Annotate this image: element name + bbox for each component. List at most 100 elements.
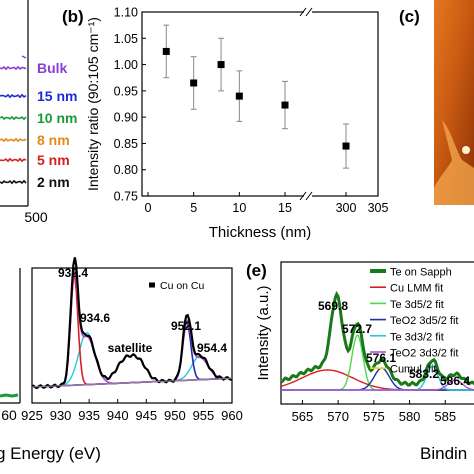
x-tick-label: 570 [327,409,349,424]
panel-d-curves [31,257,233,390]
panel-a-label: 5 nm [37,152,70,168]
panel-b-label: (b) [62,7,84,26]
panel-e-ylabel: Intensity (a.u.) [255,285,272,380]
data-point [281,101,289,109]
background-line [31,377,232,388]
x-tick-label: 930 [50,408,72,423]
peak-label-satellite: satellite [108,341,153,355]
panel-b-axes: 0.75 0.80 0.85 0.90 0.95 1.00 1.05 1.10 0 5 10 15 30… [114,6,389,216]
panel-a-spectrum [0,93,27,99]
x-tick-label: 580 [399,409,421,424]
x-tick-label: 575 [363,409,385,424]
panel-d-left-tick: 60 [1,407,17,423]
panel-a-x-tick: 500 [24,209,48,225]
peak-label-952-1: 952.1 [171,319,201,333]
panel-a-spectrum [0,65,27,71]
panel-a-label: Bulk [37,60,68,76]
panel-a-label: 2 nm [37,174,70,190]
legend-label: TeO2 3d5/2 fit [390,315,459,327]
y-tick-label: 0.90 [114,111,138,125]
axis-break-mark [299,7,307,17]
fit-curve [31,274,232,388]
peak-label-569-8: 569.8 [318,299,348,313]
afm-particle [462,146,470,154]
data-point [217,61,225,69]
panel-b-xlabel: Thickness (nm) [209,224,312,241]
panel-d-xlabel: g Energy (eV) [0,444,101,463]
axis-break-mark [305,7,313,17]
panel-d-left-curve-fragment [0,393,19,398]
panel-d-plot-frame [31,267,233,404]
legend-label: Te 3d5/2 fit [390,299,444,311]
panel-b: (b) 0.75 0.80 0.85 0.90 0.95 1.00 1.05 1.10 0 5 10… [62,6,388,242]
y-tick-label: 1.05 [114,32,138,46]
panel-a-spectrum [0,115,27,121]
axis-break-mark [299,191,307,201]
legend-label: Cu LMM fit [390,283,443,295]
panel-e-label: (e) [246,261,267,280]
axis-break-mark [305,191,313,201]
x-tick-label: 945 [135,408,157,423]
panel-a-mark [21,55,27,59]
panel-e-xlabel: Bindin [420,444,467,463]
x-tick-label: 15 [278,201,292,215]
panel-e-plot-frame [280,261,474,405]
data-point [342,142,350,150]
peak-label-583-2: 583.2 [409,367,439,381]
panel-d-axes: 925 930 935 940 945 950 955 960 [21,399,243,423]
panel-e-axes: 565 570 575 580 585 [292,400,456,424]
panel-d-legend-label: Cu on Cu [160,280,205,292]
legend-label: Te on Sapph [390,267,452,279]
peak-label-572-7: 572.7 [342,322,372,336]
legend-label: TeO2 3d3/2 fit [390,348,459,360]
panel-a: 500 Bulk 15 nm 10 nm 8 nm 5 nm 2 nm [0,0,77,225]
peak-label-934-6: 934.6 [80,311,110,325]
x-tick-label: 300 [336,201,357,215]
panel-d: 60 925 930 935 940 945 950 955 960 Cu on Cu 932… [0,257,243,463]
x-tick-label: 5 [190,201,197,215]
y-tick-label: 0.85 [114,137,138,151]
y-tick-label: 1.00 [114,58,138,72]
panel-a-label: 8 nm [37,132,70,148]
x-tick-label: 940 [107,408,129,423]
panel-e-legend: Te on Sapph Cu LMM fit Te 3d5/2 fit TeO2 3d… [370,267,459,376]
y-tick-label: 1.10 [114,6,138,20]
x-tick-label: 935 [78,408,100,423]
x-tick-label: 565 [292,409,314,424]
legend-label: Te 3d3/2 fit [390,331,444,343]
x-tick-label: 305 [368,201,389,215]
y-tick-label: 0.80 [114,163,138,177]
y-tick-label: 0.75 [114,190,138,204]
peak-label-954-4: 954.4 [197,341,227,355]
panel-a-spectrum [0,137,27,143]
x-tick-label: 960 [221,408,243,423]
axis-break-gap [304,8,312,16]
peak-label-576-1: 576.1 [366,351,396,365]
x-tick-label: 955 [193,408,215,423]
x-tick-label: 585 [434,409,456,424]
x-tick-label: 0 [145,201,152,215]
data-point [190,79,198,87]
x-tick-label: 10 [232,201,246,215]
legend-label: Cumul. fit [390,364,436,376]
panel-e-curves [280,290,474,391]
x-tick-label: 925 [21,408,43,423]
axis-break-gap [304,192,312,200]
panel-c: (c) [399,0,474,205]
teo2-3d32-fit [281,379,474,391]
panel-a-spectrum [0,157,27,163]
panel-a-spectrum [0,179,27,185]
panel-a-label: 15 nm [37,88,77,104]
panel-e: (e) 565 570 575 580 585 Te on Sapph Cu LMM fi… [246,261,474,463]
x-tick-label: 950 [164,408,186,423]
peak-label-932-4: 932.4 [58,266,88,280]
peak-label-586-4: 586.4 [440,374,470,388]
panel-b-plot-frame [141,11,379,197]
y-tick-label: 0.95 [114,84,138,98]
measured-spectrum [31,257,233,390]
measured-spectrum [280,290,474,387]
panel-a-label: 10 nm [37,110,77,126]
data-point [162,47,170,55]
afm-step-edge [434,120,474,205]
